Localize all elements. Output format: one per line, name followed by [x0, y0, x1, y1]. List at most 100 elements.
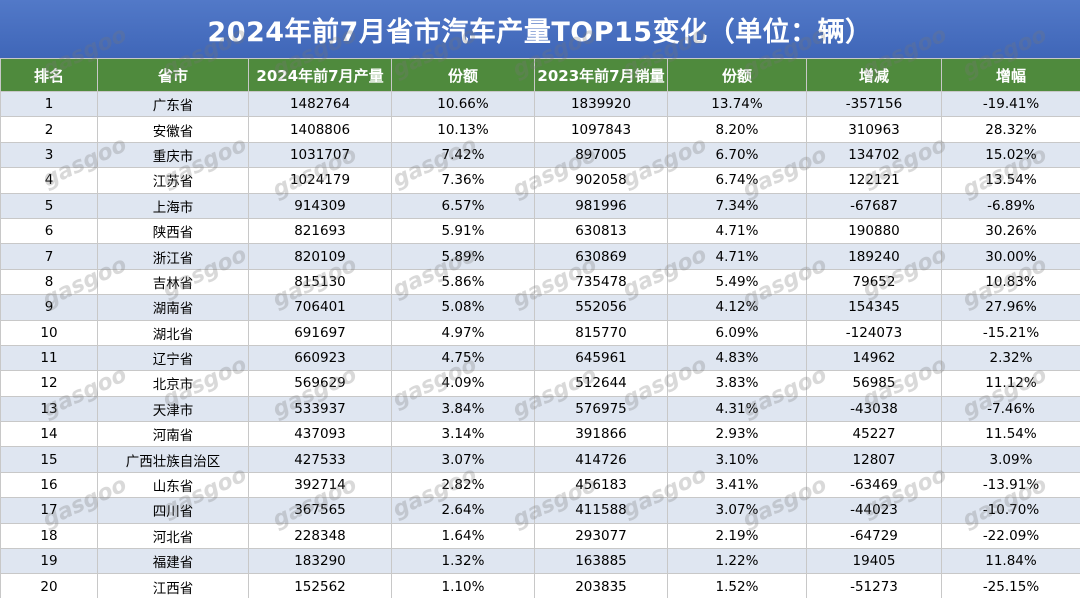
share-2023-cell: 1.52%: [667, 573, 807, 598]
share-2023-cell: 5.49%: [667, 268, 807, 296]
growth-rate-cell: 2.32%: [941, 344, 1080, 372]
table-row: 16 山东省 392714 2.82% 456183 3.41% -63469 -13.91%: [0, 471, 1080, 499]
share-2023-cell: 2.93%: [667, 421, 807, 448]
growth-rate-cell: 13.54%: [941, 167, 1080, 194]
share-2023-cell: 4.31%: [667, 395, 807, 423]
share-2023-cell: 8.20%: [667, 116, 807, 143]
sales-2023-cell: 981996: [534, 192, 668, 219]
sales-2023-cell: 512644: [534, 370, 668, 397]
province-cell: 湖北省: [97, 319, 249, 346]
header-growth-rate: 增幅: [941, 58, 1080, 92]
growth-rate-cell: -25.15%: [941, 573, 1080, 598]
rank-cell: 20: [0, 573, 98, 598]
data-table: 排名 省市 2024年前7月产量 份额 2023年前7月销量 份额 增减 增幅 …: [0, 58, 1080, 598]
change-cell: -63469: [806, 471, 942, 499]
title-bar: 2024年前7月省市汽车产量TOP15变化（单位：辆）: [0, 0, 1080, 58]
sales-2023-cell: 735478: [534, 268, 668, 296]
change-cell: -43038: [806, 395, 942, 423]
sales-2023-cell: 1097843: [534, 116, 668, 143]
share-2024-cell: 4.97%: [391, 319, 535, 346]
sales-2023-cell: 576975: [534, 395, 668, 423]
header-output-2024: 2024年前7月产量: [248, 58, 392, 92]
province-cell: 山东省: [97, 471, 249, 499]
rank-cell: 3: [0, 141, 98, 169]
rank-cell: 2: [0, 116, 98, 143]
province-cell: 湖南省: [97, 294, 249, 321]
table-row: 20 江西省 152562 1.10% 203835 1.52% -51273 -25.15%: [0, 573, 1080, 598]
share-2023-cell: 6.74%: [667, 167, 807, 194]
province-cell: 北京市: [97, 370, 249, 397]
header-change: 增减: [806, 58, 942, 92]
share-2024-cell: 4.75%: [391, 344, 535, 372]
change-cell: 56985: [806, 370, 942, 397]
share-2023-cell: 6.09%: [667, 319, 807, 346]
growth-rate-cell: -15.21%: [941, 319, 1080, 346]
growth-rate-cell: -10.70%: [941, 497, 1080, 524]
sales-2023-cell: 630813: [534, 217, 668, 245]
growth-rate-cell: -6.89%: [941, 192, 1080, 219]
growth-rate-cell: -13.91%: [941, 471, 1080, 499]
output-2024-cell: 533937: [248, 395, 392, 423]
share-2023-cell: 1.22%: [667, 548, 807, 575]
change-cell: 154345: [806, 294, 942, 321]
share-2023-cell: 3.83%: [667, 370, 807, 397]
table-row: 19 福建省 183290 1.32% 163885 1.22% 19405 11.84%: [0, 548, 1080, 575]
table-row: 10 湖北省 691697 4.97% 815770 6.09% -124073 -15.21…: [0, 319, 1080, 346]
table-row: 7 浙江省 820109 5.89% 630869 4.71% 189240 30.00%: [0, 243, 1080, 270]
change-cell: 45227: [806, 421, 942, 448]
table-header-row: 排名 省市 2024年前7月产量 份额 2023年前7月销量 份额 增减 增幅: [0, 58, 1080, 92]
share-2024-cell: 7.42%: [391, 141, 535, 169]
header-rank: 排名: [0, 58, 98, 92]
rank-cell: 5: [0, 192, 98, 219]
province-cell: 河南省: [97, 421, 249, 448]
growth-rate-cell: 11.12%: [941, 370, 1080, 397]
share-2024-cell: 1.64%: [391, 522, 535, 550]
table-row: 15 广西壮族自治区 427533 3.07% 414726 3.10% 12807 3.09…: [0, 446, 1080, 473]
table-row: 17 四川省 367565 2.64% 411588 3.07% -44023 -10.70%: [0, 497, 1080, 524]
output-2024-cell: 1024179: [248, 167, 392, 194]
rank-cell: 9: [0, 294, 98, 321]
province-cell: 辽宁省: [97, 344, 249, 372]
growth-rate-cell: 11.84%: [941, 548, 1080, 575]
page-title: 2024年前7月省市汽车产量TOP15变化（单位：辆）: [207, 16, 873, 48]
share-2024-cell: 7.36%: [391, 167, 535, 194]
province-cell: 陕西省: [97, 217, 249, 245]
change-cell: 12807: [806, 446, 942, 473]
growth-rate-cell: 28.32%: [941, 116, 1080, 143]
province-cell: 江苏省: [97, 167, 249, 194]
rank-cell: 12: [0, 370, 98, 397]
output-2024-cell: 815130: [248, 268, 392, 296]
sales-2023-cell: 293077: [534, 522, 668, 550]
province-cell: 吉林省: [97, 268, 249, 296]
share-2024-cell: 10.66%: [391, 90, 535, 118]
share-2024-cell: 4.09%: [391, 370, 535, 397]
rank-cell: 19: [0, 548, 98, 575]
rank-cell: 18: [0, 522, 98, 550]
share-2024-cell: 3.14%: [391, 421, 535, 448]
rank-cell: 4: [0, 167, 98, 194]
change-cell: -124073: [806, 319, 942, 346]
sales-2023-cell: 1839920: [534, 90, 668, 118]
share-2023-cell: 4.71%: [667, 217, 807, 245]
share-2023-cell: 3.10%: [667, 446, 807, 473]
output-2024-cell: 660923: [248, 344, 392, 372]
share-2024-cell: 5.89%: [391, 243, 535, 270]
share-2024-cell: 5.08%: [391, 294, 535, 321]
sales-2023-cell: 456183: [534, 471, 668, 499]
growth-rate-cell: 3.09%: [941, 446, 1080, 473]
change-cell: -357156: [806, 90, 942, 118]
table-row: 14 河南省 437093 3.14% 391866 2.93% 45227 11.54%: [0, 421, 1080, 448]
output-2024-cell: 392714: [248, 471, 392, 499]
sales-2023-cell: 630869: [534, 243, 668, 270]
share-2023-cell: 3.41%: [667, 471, 807, 499]
province-cell: 安徽省: [97, 116, 249, 143]
change-cell: -44023: [806, 497, 942, 524]
output-2024-cell: 1408806: [248, 116, 392, 143]
province-cell: 天津市: [97, 395, 249, 423]
output-2024-cell: 691697: [248, 319, 392, 346]
change-cell: 79652: [806, 268, 942, 296]
rank-cell: 15: [0, 446, 98, 473]
output-2024-cell: 1482764: [248, 90, 392, 118]
share-2023-cell: 13.74%: [667, 90, 807, 118]
share-2024-cell: 1.32%: [391, 548, 535, 575]
